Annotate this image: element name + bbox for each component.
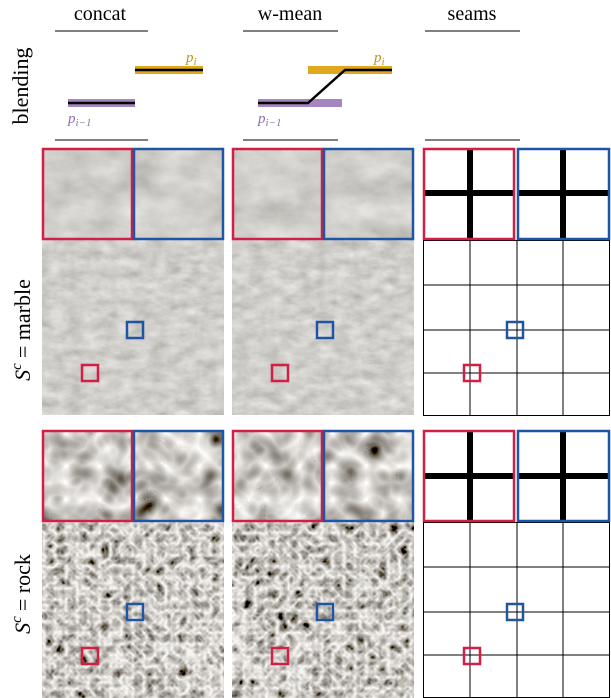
header-rules bbox=[55, 31, 520, 140]
column-header: w-mean bbox=[258, 3, 322, 25]
page: {"columns": ["concat", "w-mean", "seams"… bbox=[0, 0, 611, 698]
row-label: blending bbox=[8, 48, 33, 125]
superscript: c bbox=[9, 363, 25, 370]
row-label: Sc = rock bbox=[9, 554, 35, 634]
superscript: c bbox=[9, 616, 25, 623]
blend-concat bbox=[68, 66, 203, 107]
subscript: i bbox=[194, 56, 197, 68]
figure: concat w-mean seams blending Sc= marble … bbox=[0, 0, 611, 698]
subscript: i−1 bbox=[76, 117, 92, 129]
blend-w-mean bbox=[258, 66, 392, 107]
column-header: concat bbox=[74, 3, 127, 25]
label-p-i-1: pi−1 bbox=[257, 111, 281, 129]
row-text: = marble bbox=[10, 279, 35, 358]
label-p-i-1: pi−1 bbox=[67, 111, 91, 129]
row-label: Sc = marble bbox=[9, 279, 35, 381]
marble-row bbox=[42, 148, 610, 416]
label-p-i: pi bbox=[185, 50, 197, 68]
rock-row bbox=[42, 430, 610, 698]
symbol: S bbox=[10, 370, 35, 381]
label-p-i: pi bbox=[373, 50, 385, 68]
symbol: S bbox=[10, 623, 35, 634]
column-header: seams bbox=[448, 3, 497, 25]
row-text: = rock bbox=[10, 554, 35, 611]
